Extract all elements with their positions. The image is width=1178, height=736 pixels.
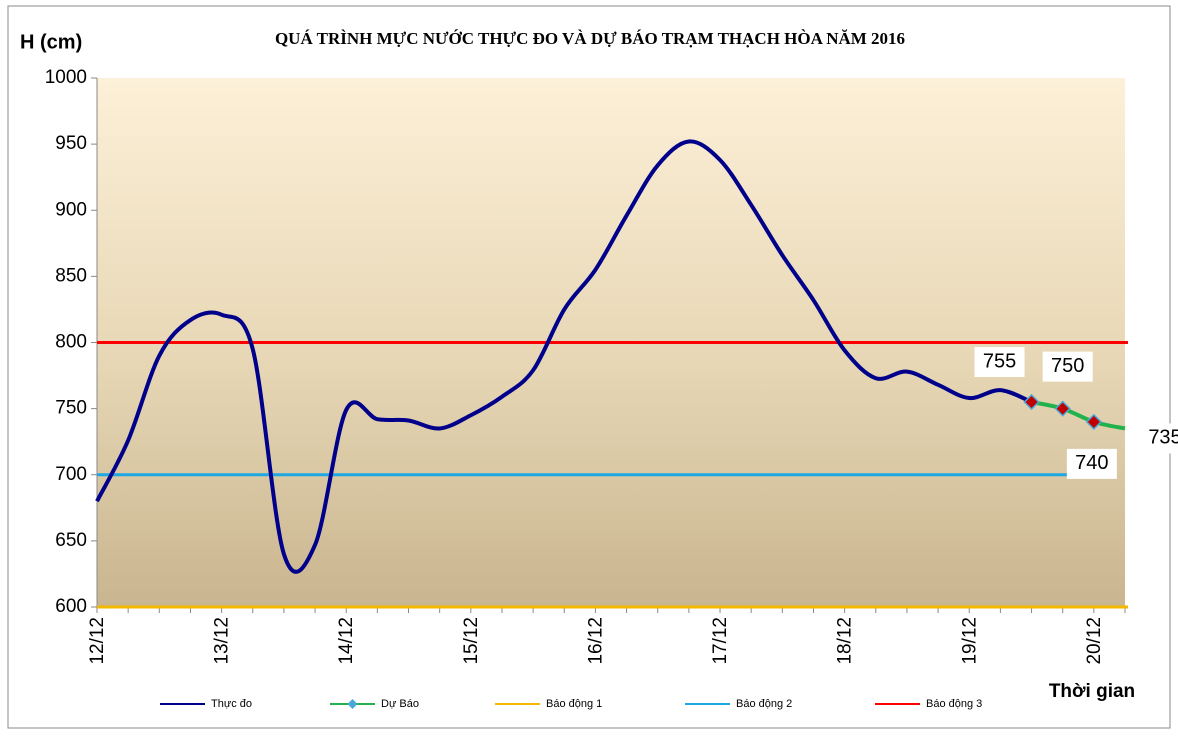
legend-label: Thực đo bbox=[211, 698, 252, 710]
chart-title: QUÁ TRÌNH MỰC NƯỚC THỰC ĐO VÀ DỰ BÁO TRẠ… bbox=[275, 29, 905, 48]
y-tick-label: 750 bbox=[55, 398, 87, 419]
legend-label: Báo động 3 bbox=[926, 698, 982, 710]
legend-label: Báo động 2 bbox=[736, 698, 792, 710]
x-tick-label: 12/12 bbox=[87, 617, 108, 665]
legend-label: Báo động 1 bbox=[546, 698, 602, 710]
y-tick-label: 850 bbox=[55, 265, 87, 286]
x-tick-label: 14/12 bbox=[336, 617, 357, 665]
y-tick-label: 950 bbox=[55, 133, 87, 154]
y-tick-label: 600 bbox=[55, 596, 87, 617]
x-tick-label: 17/12 bbox=[710, 617, 731, 665]
forecast-marker bbox=[1023, 393, 1040, 411]
series-line bbox=[95, 139, 1033, 574]
x-tick-label: 20/12 bbox=[1084, 617, 1105, 665]
label-bg bbox=[1140, 423, 1178, 454]
legend-label: Dự Báo bbox=[381, 698, 419, 710]
x-tick-label: 15/12 bbox=[461, 617, 482, 665]
y-tick-label: 900 bbox=[55, 199, 87, 220]
x-tick-label: 16/12 bbox=[585, 617, 606, 665]
x-tick-label: 19/12 bbox=[959, 617, 980, 665]
x-axis-label: Thời gian bbox=[1049, 681, 1135, 702]
forecast-marker bbox=[1085, 413, 1102, 430]
label-bg bbox=[974, 347, 1025, 378]
forecast-marker bbox=[1054, 400, 1071, 417]
y-tick-label: 700 bbox=[55, 464, 87, 485]
y-axis-label: H (cm) bbox=[20, 31, 82, 53]
y-tick-label: 800 bbox=[55, 332, 87, 353]
label-bg bbox=[1066, 448, 1117, 479]
data-label: 740 bbox=[1075, 452, 1108, 474]
legend-marker bbox=[347, 699, 358, 709]
y-tick-label: 1000 bbox=[45, 67, 87, 88]
label-bg bbox=[1042, 351, 1093, 382]
x-tick-label: 13/12 bbox=[212, 617, 233, 665]
y-tick-label: 650 bbox=[55, 530, 87, 551]
series-line bbox=[1031, 400, 1126, 431]
data-label: 735 bbox=[1148, 427, 1178, 449]
data-label: 755 bbox=[983, 350, 1016, 372]
x-tick-label: 18/12 bbox=[835, 617, 856, 665]
data-label: 750 bbox=[1051, 355, 1084, 377]
